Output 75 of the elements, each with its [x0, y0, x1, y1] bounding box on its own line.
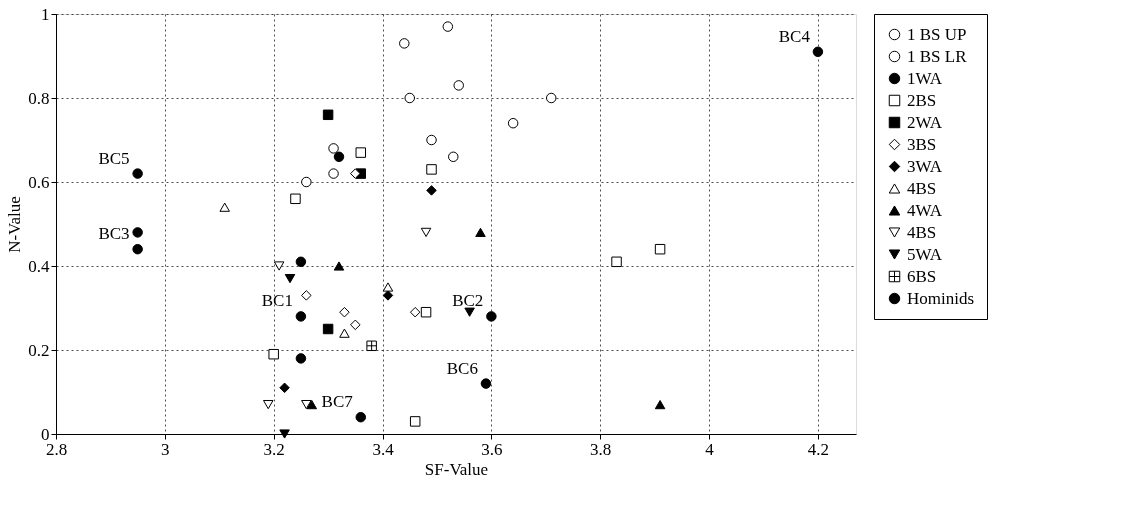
point — [426, 164, 437, 175]
point — [355, 411, 366, 423]
point — [284, 273, 296, 284]
point — [132, 168, 143, 179]
point — [420, 306, 432, 318]
legend-label: 6BS — [907, 266, 937, 286]
y-axis-title: N-Value — [5, 196, 25, 253]
point — [268, 348, 279, 360]
point — [290, 193, 301, 205]
point — [366, 340, 377, 352]
annotation: BC2 — [452, 291, 484, 311]
point — [426, 185, 437, 196]
x-tick-label: 4 — [705, 439, 715, 459]
point — [409, 416, 421, 427]
y-tick-label: 0.4 — [28, 256, 50, 276]
y-tick-label: 1 — [41, 4, 50, 24]
annotation: BC4 — [778, 26, 811, 46]
point — [426, 134, 437, 146]
x-tick-label: 3.8 — [590, 439, 612, 459]
annotation: BC7 — [321, 392, 354, 412]
point — [279, 429, 290, 439]
annotation: BC5 — [98, 148, 130, 168]
legend-label: 2WA — [907, 112, 943, 132]
x-tick-label: 4.2 — [807, 439, 830, 459]
legend-label: 1 BS LR — [907, 46, 968, 66]
point — [295, 311, 307, 322]
point — [295, 353, 307, 364]
x-tick-label: 3.6 — [481, 439, 503, 459]
point — [420, 227, 432, 238]
point — [322, 323, 334, 335]
legend-label: 4BS — [907, 178, 937, 198]
point — [306, 399, 318, 410]
legend-label: 5WA — [907, 244, 943, 264]
legend-label: 3WA — [907, 156, 943, 176]
annotation: BC3 — [98, 224, 130, 244]
legend-label: Hominids — [907, 288, 975, 308]
point — [382, 290, 394, 301]
point — [382, 282, 394, 292]
y-tick-label: 0.6 — [28, 172, 50, 192]
y-tick-label: 0.8 — [28, 88, 50, 108]
legend-label: 2BS — [907, 90, 937, 110]
legend-label: 4BS — [907, 222, 937, 242]
point — [475, 227, 486, 238]
annotation: BC1 — [261, 291, 293, 311]
x-axis-title: SF-Value — [424, 459, 489, 479]
point — [355, 147, 367, 158]
x-tick-label: 3 — [161, 439, 170, 459]
point — [295, 256, 307, 268]
x-tick-label: 3.2 — [263, 439, 285, 459]
legend-label: 4WA — [907, 200, 943, 220]
point — [263, 399, 274, 410]
x-tick-label: 3.4 — [372, 439, 395, 459]
point — [322, 109, 334, 121]
point — [486, 311, 497, 322]
annotation: BC6 — [446, 358, 478, 378]
legend-label: 1 BS UP — [907, 24, 967, 44]
point — [279, 382, 290, 394]
point — [273, 261, 285, 271]
point — [219, 202, 230, 212]
point — [333, 261, 345, 271]
y-tick-label: 0.2 — [28, 340, 50, 360]
legend-label: 3BS — [907, 134, 937, 154]
point — [132, 227, 143, 238]
point — [654, 399, 666, 410]
point — [339, 328, 350, 338]
point — [132, 243, 143, 255]
point — [611, 256, 622, 268]
point — [812, 46, 824, 58]
point — [654, 243, 666, 255]
legend-label: 1WA — [907, 68, 943, 88]
point — [464, 307, 475, 317]
point — [480, 378, 492, 389]
point — [301, 176, 312, 188]
point — [333, 151, 345, 163]
point — [301, 399, 312, 410]
